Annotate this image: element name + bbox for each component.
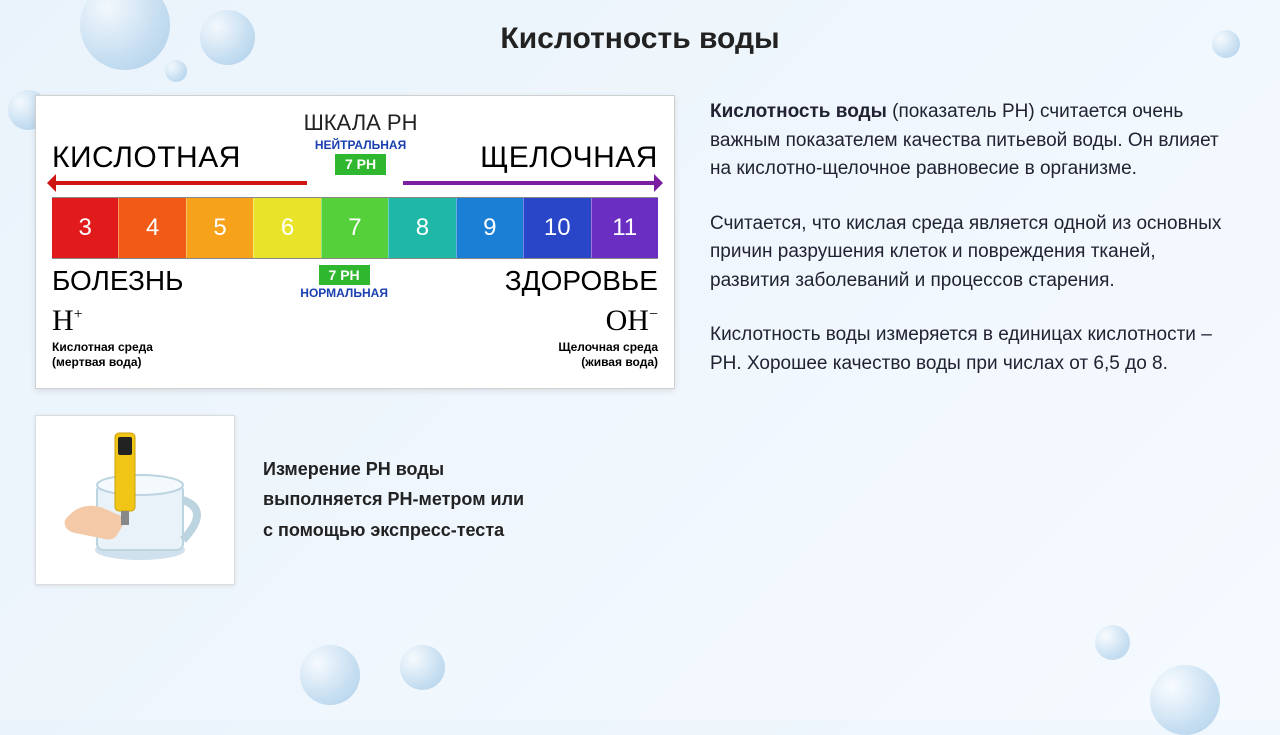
normal-label: НОРМАЛЬНАЯ bbox=[300, 286, 388, 300]
meter-section: Измерение РН воды выполняется РН-метром … bbox=[35, 415, 675, 585]
scale-center-bottom: 7 PH НОРМАЛЬНАЯ bbox=[300, 265, 388, 300]
scale-bottom-row: БОЛЕЗНЬ 7 PH НОРМАЛЬНАЯ ЗДОРОВЬЕ bbox=[52, 265, 658, 300]
meter-caption: Измерение РН воды выполняется РН-метром … bbox=[263, 454, 524, 546]
alkaline-label: ЩЕЛОЧНАЯ bbox=[480, 141, 658, 175]
arrow-right-icon bbox=[403, 181, 658, 185]
ph-cell: 6 bbox=[253, 198, 320, 258]
ph-cell: 11 bbox=[591, 198, 658, 258]
ph-cell: 3 bbox=[52, 198, 118, 258]
ph-meter-image bbox=[35, 415, 235, 585]
scale-title: ШКАЛА РН bbox=[304, 110, 418, 136]
paragraph-1: Кислотность воды (показатель РН) считает… bbox=[710, 98, 1240, 184]
arrows-row bbox=[52, 177, 658, 191]
scale-top-row: КИСЛОТНАЯ ШКАЛА РН НЕЙТРАЛЬНАЯ 7 PH ЩЕЛО… bbox=[52, 110, 658, 175]
scale-center-top: ШКАЛА РН НЕЙТРАЛЬНАЯ 7 PH bbox=[304, 110, 418, 175]
ph-scale-bar: 34567891011 bbox=[52, 197, 658, 259]
alk-env-line1: Щелочная среда bbox=[558, 340, 658, 354]
disease-label: БОЛЕЗНЬ bbox=[52, 265, 183, 297]
water-drop bbox=[165, 60, 187, 82]
meter-caption-l3: с помощью экспресс-теста bbox=[263, 515, 524, 546]
ion-row: H+ OH− bbox=[52, 304, 658, 338]
water-drop bbox=[1150, 665, 1220, 735]
acidic-label: КИСЛОТНАЯ bbox=[52, 141, 241, 175]
meter-caption-l1: Измерение РН воды bbox=[263, 454, 524, 485]
ph-badge-top: 7 PH bbox=[335, 154, 386, 175]
neutral-label: НЕЙТРАЛЬНАЯ bbox=[304, 138, 418, 152]
right-column: Кислотность воды (показатель РН) считает… bbox=[710, 98, 1240, 404]
arrow-left-icon bbox=[52, 181, 307, 185]
paragraph-2: Считается, что кислая среда является одн… bbox=[710, 210, 1240, 296]
oh-ion-symbol: OH bbox=[606, 304, 649, 337]
water-drop bbox=[400, 645, 445, 690]
ph-cell: 9 bbox=[456, 198, 523, 258]
acid-env-line2: (мертвая вода) bbox=[52, 355, 142, 369]
oh-ion-charge: − bbox=[649, 306, 658, 323]
water-drop bbox=[300, 645, 360, 705]
alkaline-environment: Щелочная среда (живая вода) bbox=[558, 340, 658, 370]
left-column: КИСЛОТНАЯ ШКАЛА РН НЕЙТРАЛЬНАЯ 7 PH ЩЕЛО… bbox=[35, 95, 675, 585]
h-ion-charge: + bbox=[74, 306, 83, 323]
ph-scale-card: КИСЛОТНАЯ ШКАЛА РН НЕЙТРАЛЬНАЯ 7 PH ЩЕЛО… bbox=[35, 95, 675, 389]
paragraph-3: Кислотность воды измеряется в единицах к… bbox=[710, 321, 1240, 378]
ph-cell: 4 bbox=[118, 198, 185, 258]
h-ion-symbol: H bbox=[52, 304, 74, 337]
ph-cell: 8 bbox=[388, 198, 455, 258]
water-drop bbox=[1095, 625, 1130, 660]
health-label: ЗДОРОВЬЕ bbox=[505, 265, 658, 297]
acidic-environment: Кислотная среда (мертвая вода) bbox=[52, 340, 153, 370]
ph-badge-bottom: 7 PH bbox=[319, 265, 370, 285]
ph-cell: 10 bbox=[523, 198, 590, 258]
term-bold: Кислотность воды bbox=[710, 101, 887, 122]
ph-meter-icon bbox=[45, 425, 225, 575]
acid-env-line1: Кислотная среда bbox=[52, 340, 153, 354]
slide-title: Кислотность воды bbox=[0, 22, 1280, 56]
ph-cell: 7 bbox=[321, 198, 388, 258]
h-ion: H+ bbox=[52, 304, 83, 338]
alk-env-line2: (живая вода) bbox=[581, 355, 658, 369]
environment-row: Кислотная среда (мертвая вода) Щелочная … bbox=[52, 340, 658, 370]
oh-ion: OH− bbox=[606, 304, 658, 338]
ph-cell: 5 bbox=[186, 198, 253, 258]
meter-caption-l2: выполняется РН-метром или bbox=[263, 484, 524, 515]
